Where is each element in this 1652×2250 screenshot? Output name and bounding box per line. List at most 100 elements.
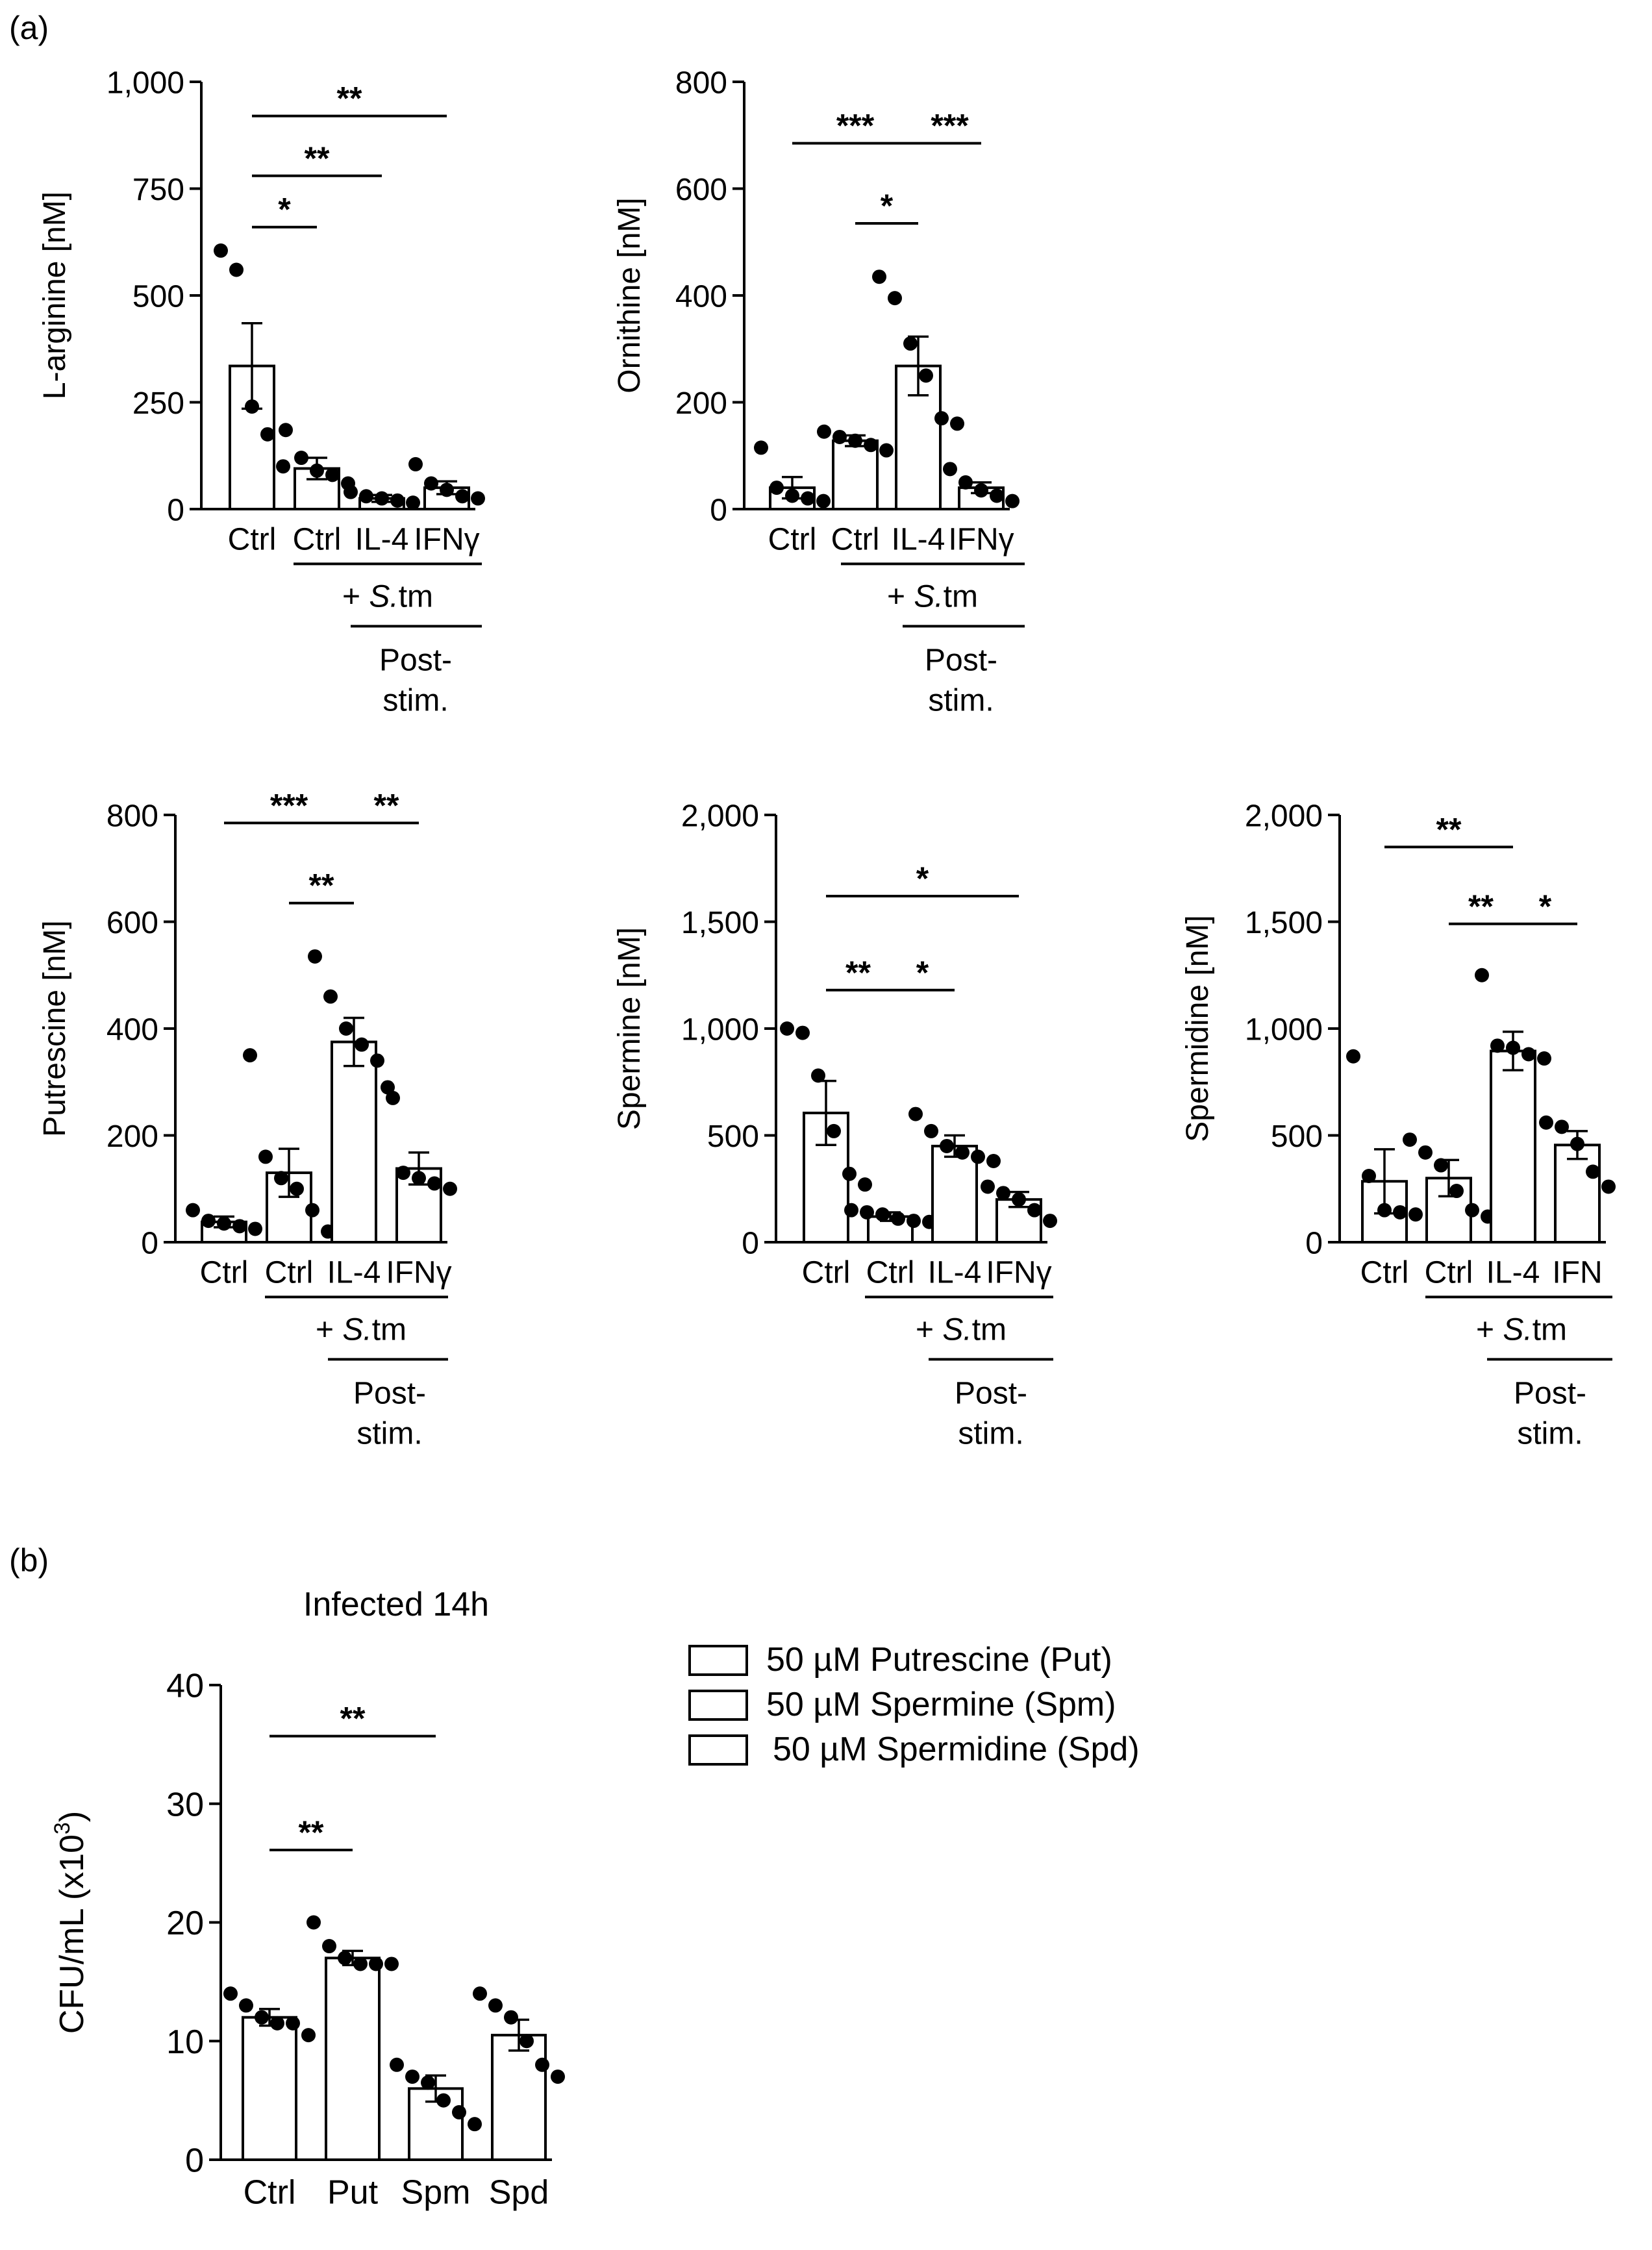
data-point bbox=[339, 1021, 353, 1036]
significance-label: * bbox=[881, 188, 894, 224]
data-point bbox=[955, 1145, 970, 1160]
data-point bbox=[974, 483, 988, 498]
data-point bbox=[305, 1203, 319, 1218]
data-point bbox=[405, 2069, 419, 2084]
x-tick-label: IFNγ bbox=[948, 522, 1014, 556]
legend-swatch bbox=[688, 1645, 748, 1676]
y-axis-label-superscript: 3 bbox=[50, 1822, 75, 1834]
data-point bbox=[770, 481, 784, 495]
group-label-poststim-1: Post- bbox=[1514, 1376, 1586, 1410]
group-label-poststim-2: stim. bbox=[382, 683, 448, 718]
group-label-stm: + S.tm bbox=[342, 579, 433, 614]
data-point bbox=[785, 488, 799, 503]
data-point bbox=[981, 1179, 995, 1194]
data-point bbox=[1570, 1136, 1584, 1151]
data-point bbox=[323, 989, 338, 1004]
data-point bbox=[971, 1149, 985, 1164]
x-tick-label: IFNγ bbox=[414, 522, 479, 556]
data-point bbox=[795, 1025, 810, 1040]
data-point bbox=[1403, 1132, 1417, 1147]
data-point bbox=[1465, 1203, 1479, 1218]
data-point bbox=[344, 484, 358, 499]
y-axis-label: L-arginine [nM] bbox=[38, 192, 72, 399]
data-point bbox=[1393, 1205, 1407, 1219]
legend: 50 µM Putrescine (Put) 50 µM Spermine (S… bbox=[688, 1641, 1140, 1768]
y-tick-label: 0 bbox=[141, 1226, 158, 1260]
bar bbox=[325, 1956, 381, 2161]
group-label-stm: + S.tm bbox=[1476, 1312, 1567, 1347]
y-tick-label: 2,000 bbox=[681, 799, 759, 833]
data-point bbox=[1434, 1158, 1448, 1173]
x-tick-label: Ctrl bbox=[1360, 1255, 1409, 1290]
data-point bbox=[248, 1221, 262, 1236]
data-point bbox=[427, 1176, 442, 1191]
y-tick-label: 500 bbox=[707, 1119, 759, 1154]
x-tick-label: IL-4 bbox=[327, 1255, 381, 1290]
group-label-stm-italic: S. bbox=[342, 1312, 371, 1347]
data-point bbox=[390, 493, 405, 508]
y-tick-label: 400 bbox=[106, 1012, 158, 1047]
y-tick-label: 0 bbox=[185, 2142, 204, 2180]
data-point bbox=[201, 1214, 216, 1229]
group-label-stm-italic: S. bbox=[369, 579, 398, 614]
data-point bbox=[286, 2016, 300, 2031]
data-point bbox=[308, 949, 322, 964]
data-point bbox=[535, 2057, 549, 2072]
y-tick-label: 500 bbox=[132, 279, 184, 314]
y-tick-label: 1,500 bbox=[681, 906, 759, 940]
x-tick-label: Ctrl bbox=[244, 2174, 296, 2212]
data-point bbox=[276, 459, 290, 474]
y-tick-label: 1,000 bbox=[681, 1012, 759, 1047]
data-point bbox=[986, 1153, 1001, 1168]
data-point bbox=[353, 1956, 368, 1971]
data-point bbox=[1346, 1049, 1360, 1064]
data-point bbox=[990, 488, 1004, 503]
x-tick-label: Ctrl bbox=[768, 522, 817, 556]
bar bbox=[242, 2016, 297, 2161]
significance-label: * bbox=[916, 860, 929, 897]
x-tick-label: Put bbox=[327, 2174, 379, 2212]
data-point bbox=[844, 1203, 858, 1218]
chart-spermidine: 0 500 1,000 1,500 2,000 Spermidine [nM] Ctrl Ct… bbox=[1181, 799, 1616, 1451]
data-point bbox=[255, 2010, 269, 2025]
data-point bbox=[355, 1037, 369, 1052]
significance-label: ** bbox=[845, 955, 871, 991]
data-point bbox=[245, 399, 259, 414]
data-point bbox=[307, 1915, 321, 1930]
y-tick-label: 600 bbox=[675, 173, 727, 207]
legend-swatch bbox=[688, 1690, 748, 1721]
y-tick-label: 200 bbox=[675, 386, 727, 421]
data-point bbox=[270, 2016, 284, 2031]
data-point bbox=[940, 1138, 954, 1153]
data-point bbox=[1377, 1203, 1392, 1218]
bar bbox=[331, 1040, 377, 1244]
y-tick-label: 20 bbox=[166, 1905, 204, 1942]
y-tick-label: 2,000 bbox=[1245, 799, 1323, 833]
data-point bbox=[996, 1186, 1010, 1201]
data-point bbox=[848, 433, 862, 448]
data-point bbox=[260, 427, 275, 442]
data-point bbox=[811, 1068, 825, 1083]
bar bbox=[931, 1144, 978, 1244]
y-tick-label: 750 bbox=[132, 173, 184, 207]
data-point bbox=[1362, 1169, 1376, 1184]
y-tick-label: 0 bbox=[167, 493, 184, 527]
significance-label: *** bbox=[836, 108, 875, 144]
significance-label: ** bbox=[299, 1814, 324, 1851]
y-tick-label: 600 bbox=[106, 906, 158, 940]
significance-label: ** bbox=[374, 787, 399, 823]
group-label-poststim-2: stim. bbox=[1517, 1416, 1583, 1451]
data-point bbox=[452, 2105, 466, 2119]
chart-cfu: 0 10 20 30 40 CFU/mL (x103) Infected 14h Ctrl Pu… bbox=[50, 1586, 565, 2212]
data-point bbox=[1586, 1164, 1600, 1179]
y-tick-label: 0 bbox=[742, 1226, 759, 1260]
y-axis-label: Ornithine [nM] bbox=[612, 197, 647, 393]
x-tick-label: Ctrl bbox=[200, 1255, 249, 1290]
x-tick-label: Spd bbox=[489, 2174, 549, 2212]
data-point bbox=[310, 463, 324, 478]
x-tick-label: Spm bbox=[401, 2174, 471, 2212]
group-label-poststim-2: stim. bbox=[958, 1416, 1023, 1451]
data-point bbox=[1490, 1038, 1505, 1053]
data-point bbox=[322, 1939, 336, 1954]
